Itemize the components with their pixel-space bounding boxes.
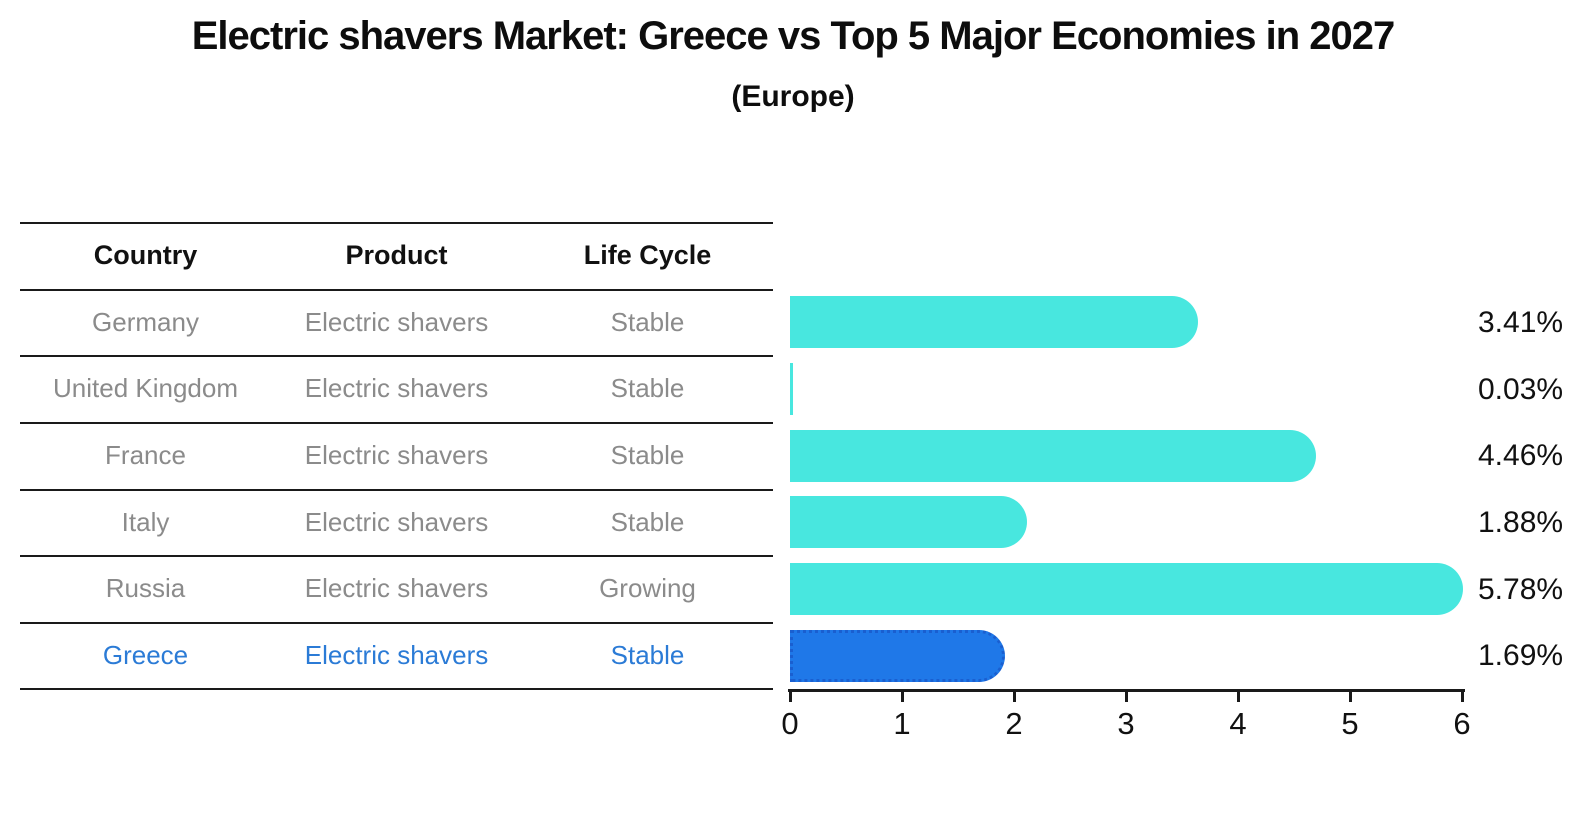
value-label-greece: 1.69% [1478,639,1564,673]
cell-product-germany: Electric shavers [304,306,489,337]
value-label-france: 4.46% [1478,439,1564,473]
cell-country-france: France [105,439,186,470]
x-tick-label: 1 [893,706,911,741]
bar-france [790,429,1316,482]
bar-united-kingdom [790,362,794,415]
bar-greece [790,629,1006,682]
cell-product-italy: Electric shavers [304,506,489,537]
x-tick-mark [1012,692,1016,702]
cell-product-united-kingdom: Electric shavers [304,373,489,404]
x-tick-mark [1460,692,1464,702]
cell-country-germany: Germany [92,306,199,337]
column-header-country: Country [93,240,198,270]
x-tick-mark [900,692,904,702]
chart-subtitle: (Europe) [731,80,855,113]
value-labels: 3.41% 0.03% 4.46% 1.88% 5.78% 1.69% [1478,289,1586,689]
cell-product-greece: Electric shavers [304,639,489,670]
cell-life-cycle-greece: Stable [610,639,685,670]
table-rule [20,688,773,691]
bar-russia [790,562,1464,615]
x-axis: 0 1 2 3 4 5 6 [781,689,1471,759]
cell-country-greece: Greece [102,639,189,670]
cell-product-france: Electric shavers [304,439,489,470]
x-tick-mark [1236,692,1240,702]
x-tick-label: 5 [1341,706,1359,741]
cell-country-united-kingdom: United Kingdom [53,373,238,404]
x-axis-line [788,689,1465,692]
bar-germany [790,296,1198,349]
table-rule [20,488,773,491]
chart-title: Electric shavers Market: Greece vs Top 5… [191,14,1396,58]
column-header-life-cycle: Life Cycle [583,240,712,270]
column-header-product: Product [345,240,448,270]
bars-container [790,289,1464,689]
table-rule [20,288,773,291]
table-rule [20,555,773,558]
x-tick-label: 3 [1117,706,1135,741]
value-label-germany: 3.41% [1478,306,1564,339]
table-rule [20,621,773,624]
bar-italy [790,496,1027,549]
x-tick-mark [788,692,792,702]
cell-product-russia: Electric shavers [304,573,489,604]
x-tick-label: 0 [781,706,799,741]
x-tick-mark [1124,692,1128,702]
table-rule [20,421,773,424]
value-label-russia: 5.78% [1478,572,1564,606]
x-tick-label: 2 [1005,706,1023,741]
country-table: Country Product Life Cycle Germany Electric … [20,222,773,692]
cell-life-cycle-united-kingdom: Stable [610,373,685,404]
x-tick-label: 6 [1453,706,1471,741]
cell-life-cycle-germany: Stable [610,306,685,337]
table-rule [20,355,773,358]
cell-country-russia: Russia [105,573,186,604]
cell-life-cycle-russia: Growing [599,573,696,604]
cell-life-cycle-italy: Stable [610,506,685,537]
value-label-united-kingdom: 0.03% [1478,372,1564,406]
value-label-italy: 1.88% [1478,505,1564,539]
x-tick-label: 4 [1229,706,1247,741]
cell-country-italy: Italy [121,506,170,537]
cell-life-cycle-france: Stable [610,439,685,470]
table-top-rule [20,222,773,224]
x-tick-mark [1348,692,1352,702]
